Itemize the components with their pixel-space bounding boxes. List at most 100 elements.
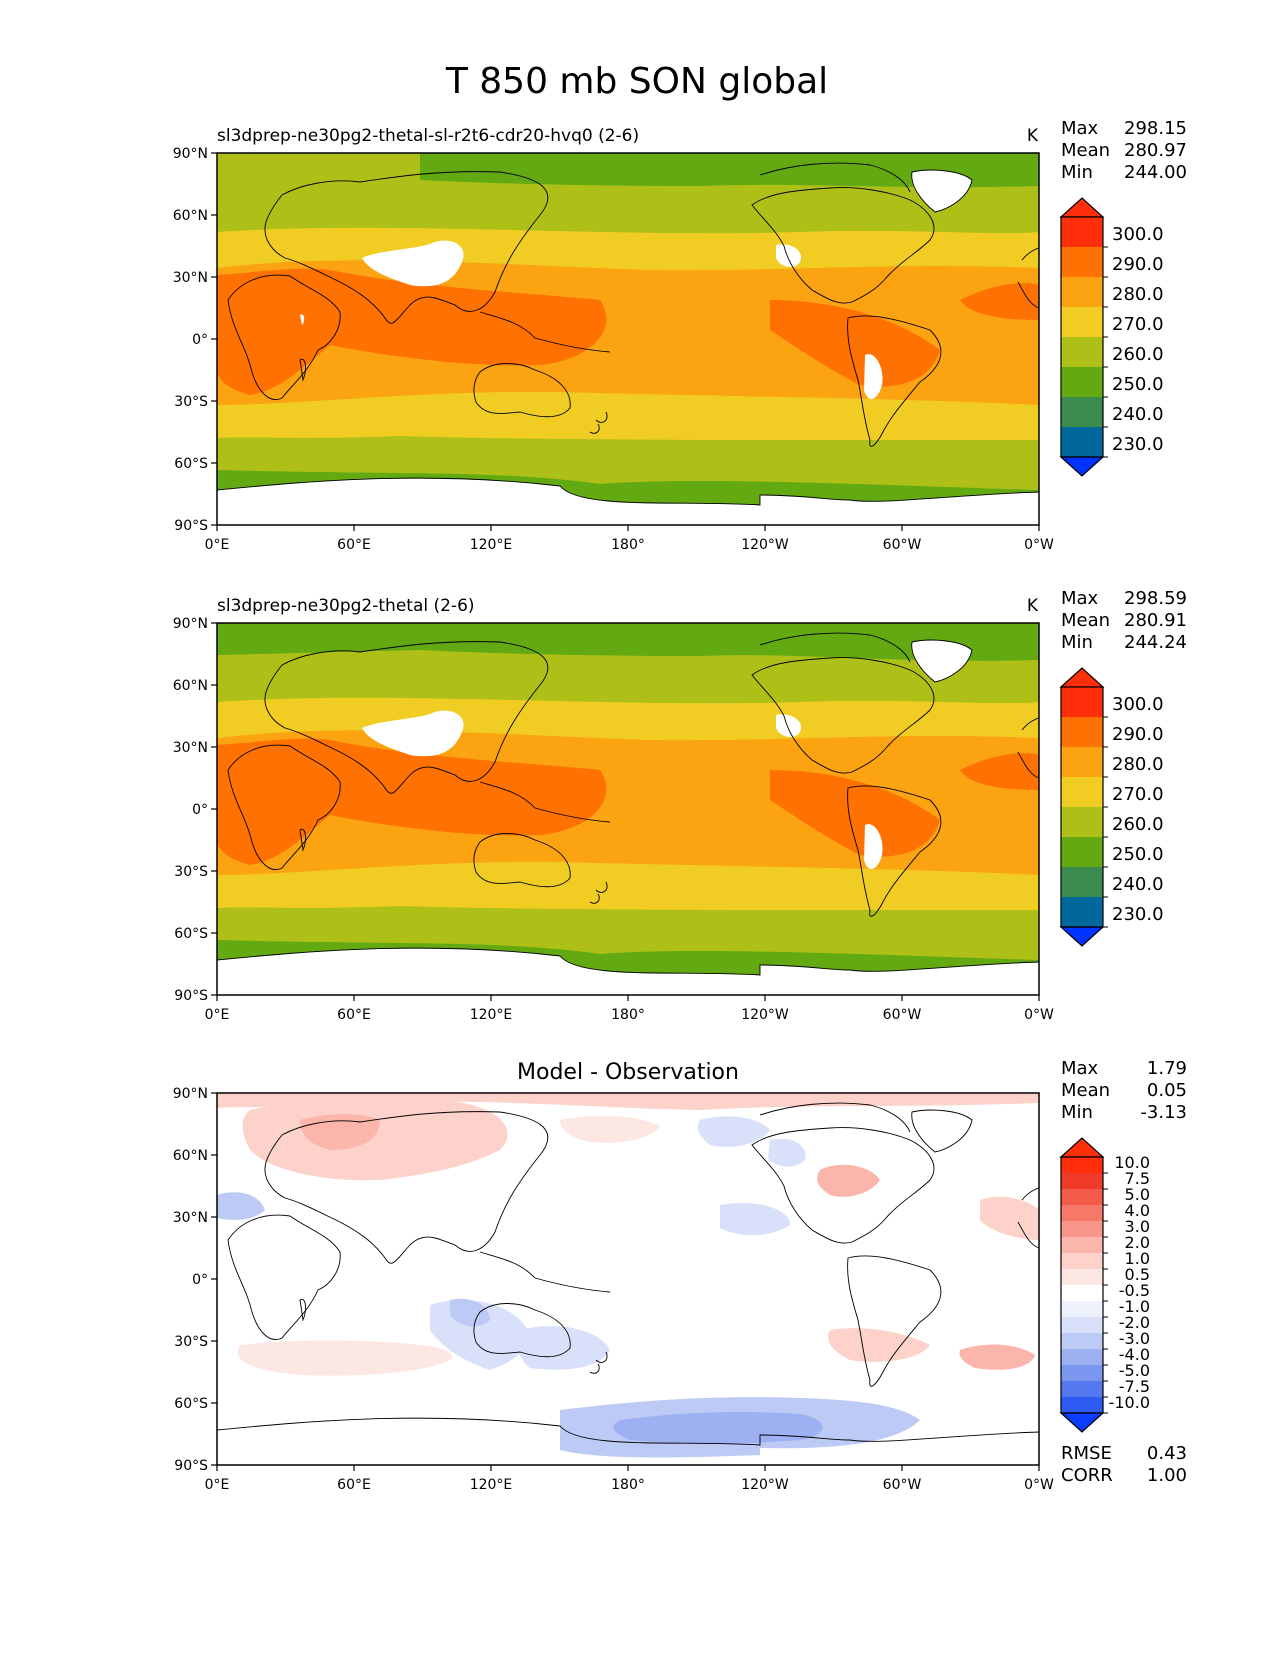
- colorbar-tick-label: -10.0: [1109, 1393, 1150, 1412]
- panel-reference: sl3dprep-ne30pg2-thetal (2-6) K Max 298.…: [173, 588, 1187, 1023]
- colorbar-segment: [1061, 717, 1103, 747]
- colorbar-segment: [1061, 337, 1103, 367]
- colorbar-tick-label: 1.0: [1125, 1249, 1150, 1268]
- x-tick-label: 120°E: [470, 1007, 513, 1023]
- coastlines: [217, 1102, 1039, 1446]
- colorbar-tick-label: 240.0: [1112, 404, 1164, 425]
- y-tick-label: 90°N: [173, 146, 208, 162]
- y-tick-label: 90°S: [174, 988, 208, 1004]
- coastlines: [217, 162, 1039, 506]
- stat-mean-label: Mean: [1061, 140, 1110, 161]
- colorbar-segment: [1061, 1365, 1103, 1381]
- colorbar-tick-label: 240.0: [1112, 874, 1164, 895]
- stat-max-value: 298.15: [1124, 118, 1187, 139]
- x-tick-label: 120°W: [741, 1477, 789, 1493]
- stat-mean-label: Mean: [1061, 610, 1110, 631]
- colorbar-tick-label: 270.0: [1112, 314, 1164, 335]
- neg-east-pacific: [720, 1202, 790, 1236]
- band-290-b: [770, 300, 940, 387]
- stat-mean-value: 280.97: [1124, 140, 1187, 161]
- colorbar-tick-label: -2.0: [1119, 1313, 1150, 1332]
- pos-arctic: [217, 1093, 1039, 1110]
- x-tick-label: 60°E: [337, 1477, 371, 1493]
- pos-southern-ocean: [237, 1340, 453, 1376]
- colorbar-tick-label: 230.0: [1112, 904, 1164, 925]
- colorbar-segment: [1061, 807, 1103, 837]
- x-tick-label: 120°W: [741, 537, 789, 553]
- stat-mean-label: Mean: [1061, 1080, 1110, 1101]
- x-tick-label: 0°W: [1024, 1477, 1054, 1493]
- colorbar-bottom-arrow: [1059, 1412, 1105, 1433]
- stat-mean-value: 0.05: [1147, 1080, 1187, 1101]
- corr-label: CORR: [1061, 1465, 1113, 1486]
- stat-max-label: Max: [1061, 118, 1099, 139]
- missing-rockies: [776, 714, 801, 737]
- missing-africa: [300, 314, 305, 325]
- x-tick-label: 60°E: [337, 1007, 371, 1023]
- panel-title: Model - Observation: [517, 1060, 739, 1085]
- x-tick-label: 180°: [611, 1477, 645, 1493]
- colorbar-segment: [1061, 1205, 1103, 1221]
- map-field: [217, 153, 1039, 525]
- colorbar-tick-label: 280.0: [1112, 284, 1164, 305]
- colorbar-segment: [1061, 1253, 1103, 1269]
- colorbar-segment: [1061, 247, 1103, 277]
- colorbar-segment: [1061, 777, 1103, 807]
- x-tick-label: 0°E: [205, 1007, 230, 1023]
- colorbar-segment: [1061, 367, 1103, 397]
- colorbar-segment: [1061, 837, 1103, 867]
- colorbar-segment: [1061, 1237, 1103, 1253]
- colorbar-segment: [1061, 687, 1103, 717]
- neg-atlantic-west: [217, 1192, 265, 1220]
- y-tick-label: 90°N: [173, 1086, 208, 1102]
- units-label: K: [1027, 126, 1039, 146]
- colorbar-segment: [1061, 1333, 1103, 1349]
- band-260-south: [217, 440, 1039, 490]
- map-field: [217, 1093, 1039, 1465]
- pos-namerica: [817, 1164, 880, 1197]
- colorbar-tick-label: 3.0: [1125, 1217, 1150, 1236]
- colorbar-bottom-arrow: [1059, 926, 1105, 947]
- band-290-c: [960, 283, 1039, 320]
- colorbar-segment: [1061, 1301, 1103, 1317]
- y-tick-label: 30°N: [173, 1210, 208, 1226]
- x-tick-label: 180°: [611, 1007, 645, 1023]
- colorbar-tick-label: 260.0: [1112, 344, 1164, 365]
- stat-min-value: -3.13: [1140, 1102, 1187, 1123]
- stat-max-label: Max: [1061, 588, 1099, 609]
- figure-title: T 850 mb SON global: [445, 61, 828, 102]
- band-250-north: [217, 623, 1039, 661]
- x-tick-label: 60°E: [337, 537, 371, 553]
- colorbar-tick-label: -4.0: [1119, 1345, 1150, 1364]
- colorbar-tick-label: -1.0: [1119, 1297, 1150, 1316]
- colorbar-segment: [1061, 1157, 1103, 1173]
- stat-max-value: 1.79: [1147, 1058, 1187, 1079]
- colorbar-top-arrow: [1059, 1137, 1105, 1158]
- x-tick-label: 60°W: [883, 537, 922, 553]
- y-tick-label: 60°S: [174, 926, 208, 942]
- colorbar-tick-label: 230.0: [1112, 434, 1164, 455]
- x-tick-label: 120°E: [470, 1477, 513, 1493]
- x-tick-label: 60°W: [883, 1477, 922, 1493]
- colorbar-tick-label: 300.0: [1112, 694, 1164, 715]
- y-tick-label: 60°S: [174, 1396, 208, 1412]
- rmse-label: RMSE: [1061, 1443, 1112, 1464]
- colorbar-segment: [1061, 897, 1103, 927]
- colorbar-segment: [1061, 747, 1103, 777]
- x-tick-label: 0°W: [1024, 537, 1054, 553]
- colorbar-bottom-arrow: [1059, 456, 1105, 477]
- stat-min-label: Min: [1061, 632, 1093, 653]
- y-tick-label: 60°N: [173, 678, 208, 694]
- missing-antarctica: [217, 478, 1039, 525]
- colorbar-tick-label: 10.0: [1114, 1153, 1150, 1172]
- colorbar-tick-label: -0.5: [1119, 1281, 1150, 1300]
- colorbar: [1059, 667, 1105, 947]
- y-tick-label: 90°S: [174, 1458, 208, 1474]
- colorbar-segment: [1061, 1349, 1103, 1365]
- colorbar-segment: [1061, 1189, 1103, 1205]
- units-label: K: [1027, 596, 1039, 616]
- missing-tibet: [362, 240, 464, 287]
- colorbar-tick-label: 270.0: [1112, 784, 1164, 805]
- colorbar-labels: 300.0 290.0 280.0 270.0 260.0 250.0 240.0 230.0: [1103, 694, 1164, 928]
- band-290-b: [770, 770, 940, 857]
